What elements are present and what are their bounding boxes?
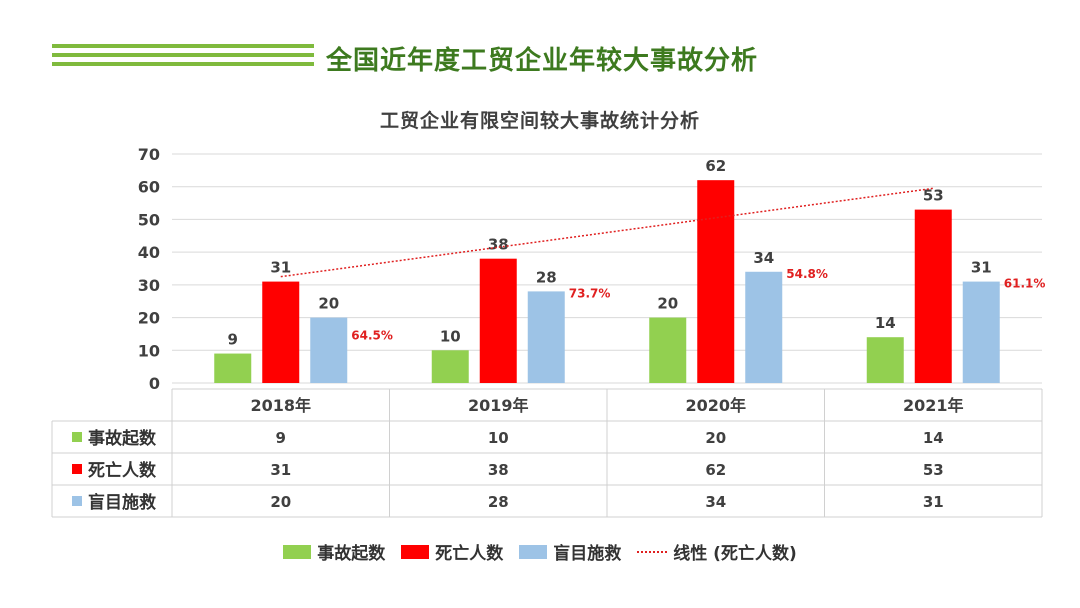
y-tick-label: 40 bbox=[138, 243, 160, 262]
legend-swatch bbox=[519, 544, 548, 559]
table-cell: 53 bbox=[923, 461, 944, 479]
legend-item-trendline: 线性 (死亡人数) bbox=[637, 539, 797, 564]
chart-title: 工贸企业有限空间较大事故统计分析 bbox=[379, 110, 700, 132]
table-cell: 62 bbox=[705, 461, 726, 479]
bar-value-label: 38 bbox=[488, 236, 509, 254]
bar bbox=[479, 258, 517, 383]
bar bbox=[310, 317, 348, 383]
bar-value-label: 28 bbox=[536, 268, 557, 286]
y-tick-label: 10 bbox=[138, 341, 160, 360]
bar bbox=[745, 271, 783, 383]
table-row-label: 盲目施救 bbox=[88, 492, 156, 513]
bar bbox=[527, 291, 565, 383]
x-category-label: 2020年 bbox=[685, 396, 746, 415]
legend-item-blind-rescue: 盲目施救 bbox=[519, 539, 621, 564]
table-legend-swatch bbox=[72, 464, 82, 474]
bar bbox=[697, 180, 735, 383]
bar-value-label: 31 bbox=[971, 259, 992, 277]
table-cell: 31 bbox=[923, 493, 944, 511]
legend-label: 死亡人数 bbox=[435, 544, 504, 564]
bar-value-label: 9 bbox=[228, 331, 238, 349]
title-decoration-bar bbox=[52, 53, 314, 57]
table-cell: 31 bbox=[270, 461, 291, 479]
bar-value-label: 14 bbox=[875, 314, 896, 332]
table-cell: 20 bbox=[705, 429, 726, 447]
table-cell: 10 bbox=[488, 429, 509, 447]
slide-title: 全国近年度工贸企业年较大事故分析 bbox=[326, 46, 759, 76]
chart-legend: 事故起数 死亡人数 盲目施救 线性 (死亡人数) bbox=[0, 539, 1080, 564]
y-tick-label: 20 bbox=[138, 309, 160, 328]
table-cell: 20 bbox=[270, 493, 291, 511]
bar bbox=[214, 353, 252, 383]
y-tick-label: 50 bbox=[138, 210, 160, 229]
bar-value-label: 62 bbox=[705, 157, 726, 175]
x-category-label: 2019年 bbox=[468, 396, 529, 415]
table-cell: 38 bbox=[488, 461, 509, 479]
bar-value-label: 34 bbox=[753, 249, 774, 267]
bar-value-label: 10 bbox=[440, 327, 461, 345]
percent-label: 54.8% bbox=[786, 267, 828, 281]
bar bbox=[962, 281, 1000, 383]
bar bbox=[649, 317, 687, 383]
table-cell: 28 bbox=[488, 493, 509, 511]
bar-value-label: 31 bbox=[270, 259, 291, 277]
legend-label: 线性 (死亡人数) bbox=[673, 544, 797, 564]
legend-item-accidents: 事故起数 bbox=[283, 539, 385, 564]
table-cell: 34 bbox=[705, 493, 726, 511]
legend-label: 盲目施救 bbox=[553, 544, 622, 564]
bar bbox=[866, 337, 904, 383]
y-tick-label: 60 bbox=[138, 178, 160, 197]
x-category-label: 2021年 bbox=[903, 396, 964, 415]
legend-line bbox=[637, 550, 668, 553]
table-legend-swatch bbox=[72, 432, 82, 442]
table-cell: 14 bbox=[923, 429, 944, 447]
bar-value-label: 20 bbox=[657, 295, 678, 313]
bar bbox=[914, 209, 952, 383]
percent-label: 64.5% bbox=[351, 329, 393, 343]
y-tick-label: 0 bbox=[149, 374, 160, 393]
table-row-label: 死亡人数 bbox=[88, 460, 157, 481]
legend-label: 事故起数 bbox=[317, 544, 386, 564]
legend-item-deaths: 死亡人数 bbox=[401, 539, 503, 564]
trendline bbox=[280, 187, 934, 278]
bar-value-label: 53 bbox=[923, 187, 944, 205]
bar-value-label: 20 bbox=[318, 295, 339, 313]
bar bbox=[262, 281, 300, 383]
legend-swatch bbox=[401, 544, 430, 559]
table-legend-swatch bbox=[72, 496, 82, 506]
x-category-label: 2018年 bbox=[250, 396, 311, 415]
title-decoration-bar bbox=[52, 44, 314, 48]
table-row-label: 事故起数 bbox=[88, 428, 157, 449]
percent-label: 61.1% bbox=[1004, 277, 1046, 291]
y-tick-label: 30 bbox=[138, 276, 160, 295]
y-tick-label: 70 bbox=[138, 145, 160, 164]
percent-label: 73.7% bbox=[569, 286, 611, 300]
bar bbox=[431, 350, 469, 383]
table-cell: 9 bbox=[276, 429, 286, 447]
title-decoration-bar bbox=[52, 62, 314, 66]
legend-swatch bbox=[283, 544, 312, 559]
